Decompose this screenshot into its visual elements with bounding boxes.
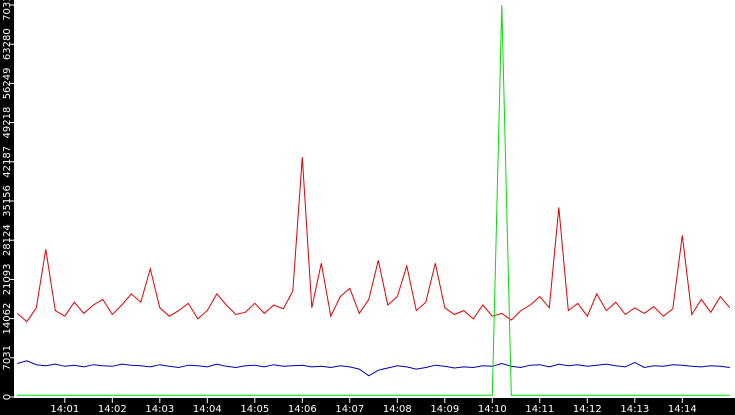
y-tick-label: 28124	[2, 224, 13, 256]
series-line	[16, 157, 731, 323]
x-tick-label: 14:06	[288, 404, 317, 415]
series-line	[17, 360, 730, 377]
x-tick-label: 14:02	[98, 404, 127, 415]
y-tick-label: 42187	[2, 146, 13, 178]
y-tick-label: 70312	[2, 0, 13, 21]
y-tick-label: 35156	[2, 185, 13, 217]
y-tick-label: 14062	[2, 303, 13, 335]
x-tick-label: 14:04	[193, 404, 222, 415]
y-tick-label: 49218	[2, 107, 13, 139]
x-tick-label: 14:11	[525, 404, 554, 415]
x-tick-label: 14:09	[430, 404, 459, 415]
x-tick-label: 14:07	[335, 404, 364, 415]
plot-area	[14, 0, 735, 398]
x-tick-label: 14:08	[383, 404, 412, 415]
y-tick-label: 7031	[2, 345, 13, 370]
x-tick-label: 14:05	[240, 404, 269, 415]
y-tick-label: 63280	[2, 28, 13, 60]
y-tick-label: 56249	[2, 67, 13, 99]
x-tick-label: 14:10	[478, 404, 507, 415]
y-tick-label: 21093	[2, 263, 13, 295]
x-tick-label: 14:14	[668, 404, 697, 415]
x-tick-label: 14:12	[573, 404, 602, 415]
series-line	[17, 4, 730, 396]
x-tick-label: 14:01	[50, 404, 79, 415]
x-tick-label: 14:03	[145, 404, 174, 415]
x-tick-label: 14:13	[620, 404, 649, 415]
y-tick-label: 0	[2, 394, 13, 400]
